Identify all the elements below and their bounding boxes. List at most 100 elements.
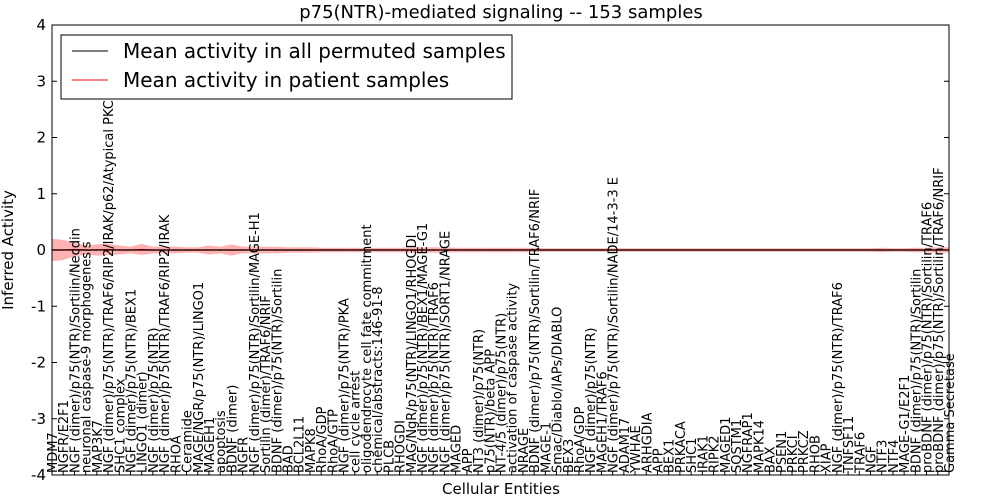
x-tick-label: BEX3 (562, 439, 577, 473)
series-point-0-73 (869, 249, 872, 251)
series-point-0-68 (813, 249, 816, 251)
x-tick-label: NGF (dimer)/p75(NTR)/TRAF6 (427, 282, 442, 473)
x-tick-label: PRKACA (674, 421, 689, 473)
series-point-0-59 (712, 249, 715, 251)
x-tick-label: NGF (dimer)/p75(NTR)/PKA (338, 298, 353, 473)
x-tick-label: NGFR (237, 437, 252, 473)
series-point-0-69 (825, 249, 827, 251)
x-axis-label: Cellular Entities (442, 480, 560, 498)
x-tick-label: MAGEH1/TRAF6 (595, 371, 610, 473)
x-tick-label: NGF (dimer)/p75(NTR)/Sortilin/MAGE-H1 (248, 212, 263, 473)
series-point-0-19 (264, 249, 266, 251)
x-tick-label: LINGO1 (dimer) (136, 371, 151, 473)
series-point-0-71 (847, 249, 849, 251)
y-tick-label: -3 (31, 410, 46, 428)
x-tick-label: ARHGDIA (640, 412, 655, 473)
series-point-0-54 (656, 249, 659, 251)
chart-title: p75(NTR)-mediated signaling -- 153 sampl… (299, 2, 703, 23)
series-point-0-11 (174, 249, 176, 251)
x-tick-label: BDNF (dimer)/p75(NTR)/Sortilin (909, 269, 924, 473)
x-tick-label: ADAM17 (618, 418, 633, 473)
x-tick-label: RhoA/GTP (326, 409, 341, 473)
series-point-0-1 (62, 249, 64, 251)
x-tick-label: XIAP (820, 443, 835, 473)
series-point-0-49 (600, 249, 603, 251)
series-point-0-45 (555, 249, 558, 251)
x-tick-label: NGF (dimer)/p75(NTR) (584, 328, 599, 473)
series-point-0-51 (623, 249, 625, 251)
series-point-0-5 (107, 249, 109, 251)
x-tick-label: cell cycle arrest (349, 371, 364, 473)
legend-label-patient: Mean activity in patient samples (123, 68, 449, 92)
series-point-0-50 (612, 249, 614, 251)
series-point-0-65 (780, 249, 782, 251)
x-tick-label: MDM7 (46, 432, 61, 473)
x-tick-label: RHOGDI (394, 420, 409, 473)
series-point-0-55 (668, 249, 670, 251)
legend-label-permuted: Mean activity in all permuted samples (123, 39, 506, 63)
x-tick-label: Smac/Diablo/IAPs/DIABLO (551, 307, 566, 473)
x-tick-label: NGF (dimer)/p75(NTR)/TRAF6/RIP2/IRAK/p62… (102, 93, 117, 473)
series-point-0-4 (96, 249, 98, 251)
x-tick-label: activation of caspase activity (506, 283, 521, 473)
series-point-0-58 (701, 249, 703, 251)
series-point-0-57 (690, 249, 692, 251)
x-tick-label: MAPK14 (752, 420, 767, 473)
x-tick-label: MAGE/NGR/p75(NTR)/LINGO1 (192, 282, 207, 473)
x-tick-label: MAGE-G1/E2F1 (898, 375, 913, 473)
series-point-0-75 (892, 249, 894, 251)
x-tick-label: PRKCZ (797, 430, 812, 473)
x-tick-label: NGF (dimer)/p75(NTR)/Sortilin/NADE/14-3-… (607, 177, 622, 473)
series-point-0-30 (387, 249, 389, 251)
x-tick-label: BDNF (dimer)/p75(NTR)/Sortilin (270, 269, 285, 473)
x-tick-label: NGF (dimer)/p75(NTR)/SORT1/NRAGE (438, 231, 453, 473)
x-tick-label: NGF (dimer)/p75(NTR)/Sortilin/Necdin (68, 228, 83, 473)
x-tick-label: MAP3K7 (91, 420, 106, 473)
x-tick-label: neuronal caspase-9 morphogenesis (80, 241, 95, 473)
series-point-0-77 (914, 249, 916, 251)
x-tick-label: TNFSF11 (842, 416, 857, 474)
x-tick-label: APP (651, 448, 666, 473)
x-tick-label: Gamma Secretase (943, 353, 958, 473)
x-tick-label: p75(NTR)/beta APP (483, 349, 498, 473)
x-tick-label: NRAGE (517, 428, 532, 473)
x-tick-label: IRAK1 (696, 435, 711, 473)
x-tick-label: MAG/NgR/p75(NTR)/LINGO1/RHOGDI (405, 235, 420, 473)
x-tick-label: MAGE-1 (539, 422, 554, 473)
x-tick-label: Ceramide (181, 410, 196, 473)
series-point-0-32 (410, 249, 412, 251)
x-tick-label: NT-4/5 (dimer)/p75(NTR) (495, 313, 510, 473)
series-point-0-38 (477, 249, 479, 251)
y-tick-label: -2 (31, 354, 46, 372)
x-tick-label: SHC1 (685, 438, 700, 473)
series-point-0-78 (925, 249, 928, 251)
x-tick-label: RhoA/GDP (573, 406, 588, 473)
series-point-0-36 (455, 249, 457, 251)
series-point-0-18 (253, 249, 255, 251)
series-point-0-47 (578, 249, 580, 251)
series-point-0-21 (286, 249, 289, 251)
x-tick-label: NGF (dimer)/p75(NTR)/BEX1 (124, 289, 139, 473)
series-point-0-48 (589, 249, 591, 251)
series-point-0-7 (129, 249, 132, 251)
series-point-0-16 (230, 249, 232, 251)
x-tick-label: oligodendrocyte cell fate commitment (360, 224, 375, 473)
x-tick-label: NGF (dimer)/p75(NTR)/BEX1/MAGE-G1 (416, 223, 431, 473)
series-point-0-74 (881, 249, 883, 251)
series-point-0-3 (85, 249, 87, 251)
series-point-0-6 (118, 249, 120, 251)
x-tick-label: PLCB (382, 440, 397, 473)
series-point-0-70 (836, 249, 838, 251)
series-point-0-46 (567, 249, 569, 251)
x-tick-label: NGF (dimer)/p75(NTR)/TRAF6/RIP2/IRAK (158, 214, 173, 473)
series-point-0-15 (219, 249, 221, 251)
series-point-0-17 (242, 249, 244, 251)
series-point-0-24 (320, 249, 322, 251)
series-point-0-34 (432, 249, 434, 251)
series-point-0-61 (735, 249, 737, 251)
series-point-0-22 (298, 249, 300, 251)
x-tick-label: proBDNF (dimer)/p75(NTR)/Sortilin/TRAF6 (921, 202, 936, 473)
x-tick-label: NGF (865, 446, 880, 473)
legend: Mean activity in all permuted samples Me… (60, 34, 513, 100)
x-tick-label: proBDNF (dimer)/p75(NTR)/Sortilin/TRAF6/… (932, 167, 947, 473)
